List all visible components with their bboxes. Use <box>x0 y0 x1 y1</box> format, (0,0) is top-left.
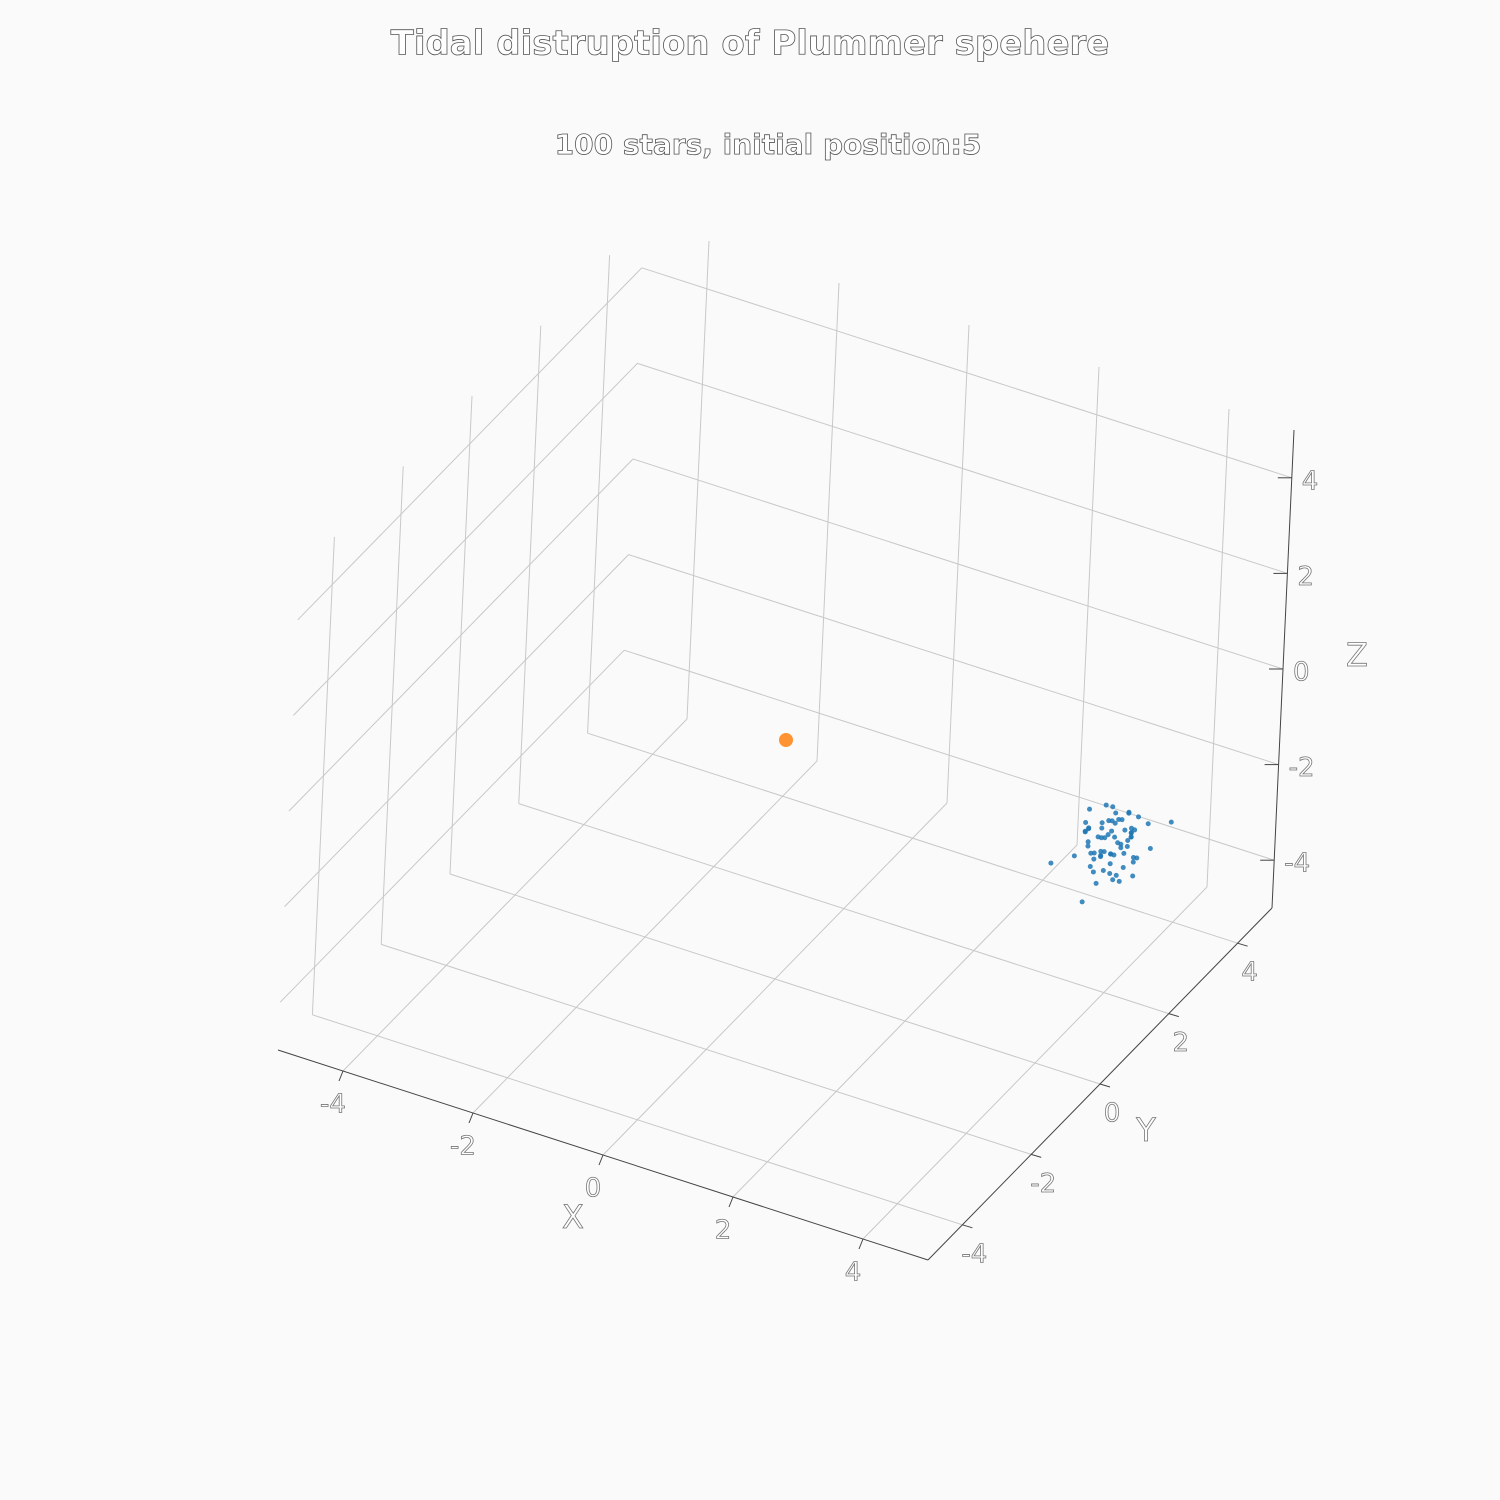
point <box>1118 845 1124 851</box>
y-tick <box>1031 1153 1042 1158</box>
grid-line <box>279 649 625 1003</box>
grid-line <box>293 363 638 716</box>
point <box>1085 843 1091 849</box>
point <box>1136 814 1142 820</box>
point <box>1087 806 1093 812</box>
point <box>1085 839 1091 845</box>
point <box>1090 869 1096 875</box>
x-tick-label: 0 <box>585 1174 602 1204</box>
grid-line <box>641 267 1292 479</box>
point <box>1095 834 1101 840</box>
y-tick-label: 2 <box>1173 1028 1190 1058</box>
y-tick-label: -2 <box>1030 1169 1056 1199</box>
z-tick-label: 0 <box>1293 658 1310 688</box>
x-axis-label: X <box>562 1198 584 1236</box>
point <box>1126 809 1132 815</box>
x-tick <box>468 1112 474 1124</box>
point <box>1128 825 1134 831</box>
point <box>1128 830 1134 836</box>
grid-line <box>628 554 1279 766</box>
point <box>1107 861 1113 867</box>
x-tick-label: 4 <box>845 1258 862 1288</box>
point <box>1098 853 1104 859</box>
point <box>1112 834 1118 840</box>
x-tick-label: 2 <box>715 1216 732 1246</box>
point <box>1125 837 1131 843</box>
x-tick <box>728 1196 734 1208</box>
point <box>1087 864 1093 870</box>
z-tick-label: 4 <box>1302 466 1319 496</box>
grid-line <box>381 943 1032 1155</box>
point <box>1128 834 1134 840</box>
point <box>1110 804 1116 810</box>
point <box>1099 825 1105 831</box>
point <box>1100 868 1106 874</box>
x-tick-label: -4 <box>320 1090 346 1120</box>
y-tick-label: -4 <box>961 1239 987 1269</box>
point <box>779 733 793 747</box>
y-tick <box>962 1224 973 1229</box>
point <box>1103 802 1109 808</box>
point <box>1120 864 1126 870</box>
y-tick <box>1168 1013 1179 1018</box>
point <box>1118 841 1124 847</box>
point <box>1099 820 1105 826</box>
grid-line <box>312 1014 963 1226</box>
point <box>1101 849 1107 855</box>
y-tick-label: 4 <box>1241 958 1258 988</box>
point <box>1109 828 1115 834</box>
grid-line <box>624 649 1275 861</box>
point <box>1079 899 1085 905</box>
point <box>1147 845 1153 851</box>
y-axis-label: Y <box>1135 1111 1156 1149</box>
chart-subtitle: 100 stars, initial position:5 <box>555 128 982 161</box>
x-tick-label: -2 <box>450 1132 476 1162</box>
z-axis-label: Z <box>1346 636 1368 674</box>
y-tick-label: 0 <box>1104 1099 1121 1129</box>
point <box>1130 859 1136 865</box>
point <box>1116 816 1122 822</box>
grid-line <box>297 267 643 621</box>
point <box>1113 810 1119 816</box>
y-tick <box>1099 1083 1111 1088</box>
grid-line <box>637 362 1288 574</box>
point <box>1122 827 1128 833</box>
point <box>1083 819 1089 825</box>
grid-line <box>449 873 1101 1085</box>
point <box>1105 832 1111 838</box>
point <box>1113 872 1119 878</box>
point <box>1091 856 1097 862</box>
point <box>1048 860 1054 866</box>
y-tick <box>1237 942 1248 947</box>
grid-line <box>284 554 629 907</box>
point <box>1168 819 1174 825</box>
x-tick <box>858 1238 864 1250</box>
point <box>1124 844 1130 850</box>
point <box>1110 877 1116 883</box>
point <box>1093 880 1099 886</box>
point <box>1102 835 1108 841</box>
point <box>1134 855 1140 861</box>
chart-title: Tidal distruption of Plummer spehere <box>391 24 1110 64</box>
x-tick <box>338 1070 344 1082</box>
x-tick <box>598 1154 604 1166</box>
z-tick-label: 2 <box>1297 562 1314 592</box>
grid-line <box>288 458 634 812</box>
point <box>1106 818 1112 824</box>
point <box>1107 870 1113 876</box>
point <box>1071 853 1077 859</box>
point <box>1145 821 1151 827</box>
point <box>1086 826 1092 832</box>
point <box>1111 852 1117 858</box>
z-tick-label: -4 <box>1284 849 1310 879</box>
grid-line <box>518 803 1169 1015</box>
z-tick-label: -2 <box>1289 753 1315 783</box>
grid-line <box>587 732 1238 944</box>
point <box>1130 873 1136 879</box>
point <box>1091 850 1097 856</box>
grid-line <box>632 458 1284 670</box>
point <box>1121 850 1127 856</box>
point <box>1116 878 1122 884</box>
